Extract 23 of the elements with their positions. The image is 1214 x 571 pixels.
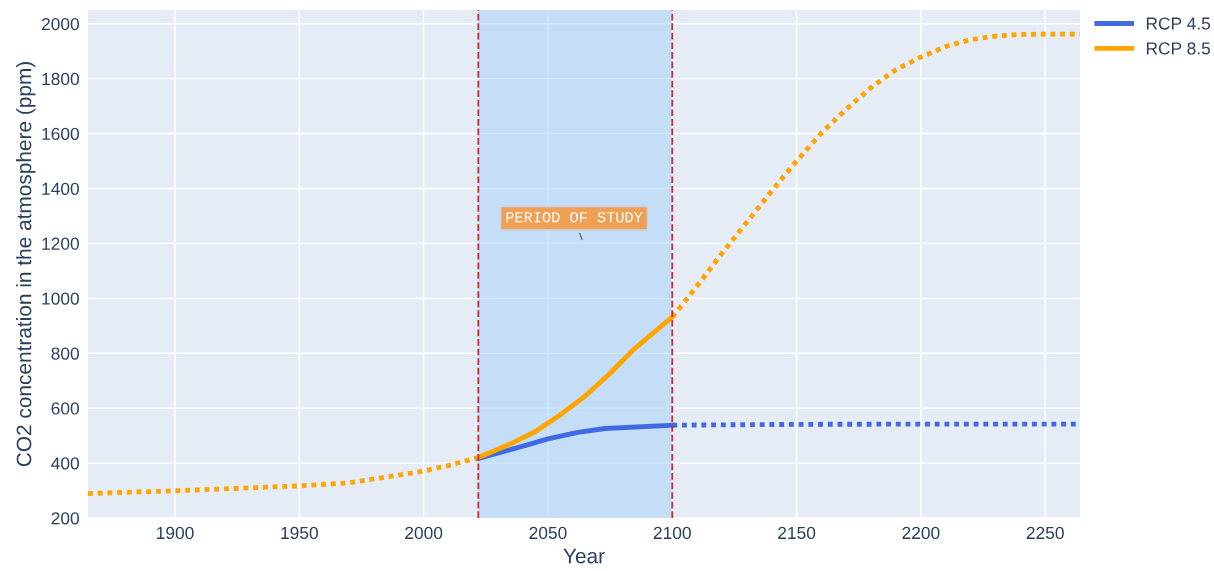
y-tick-label: 200 [51,512,79,525]
x-tick-label: 2100 [653,526,691,540]
y-tick-label: 1800 [42,72,79,86]
y-tick-label: 1000 [42,292,79,305]
annotation: PERIOD OF STUDY [506,212,643,223]
y-tick-label: 2000 [41,17,79,31]
x-tick-label: 1900 [157,526,194,540]
y-tick-label: 1600 [42,127,79,141]
y-tick-label: 1200 [42,237,79,250]
x-tick-label: 2050 [529,526,567,540]
y-tick-label: 800 [51,347,79,360]
y-axis-title: CO2 concentration in the atmosphere (ppm) [16,62,36,467]
x-tick-label: 2150 [778,526,816,540]
legend-label: RCP 4.5 [1146,17,1211,30]
y-tick-label: 1400 [42,182,79,195]
y-tick-label: 600 [51,402,79,415]
x-tick-label: 2200 [902,526,940,540]
x-axis-title: Year [563,548,605,564]
y-tick-label: 400 [51,457,79,470]
x-tick-label: 1950 [281,526,318,540]
x-tick-label: 2250 [1026,526,1064,540]
x-tick-label: 2000 [405,526,443,540]
legend-label: RCP 8.5 [1146,42,1211,55]
